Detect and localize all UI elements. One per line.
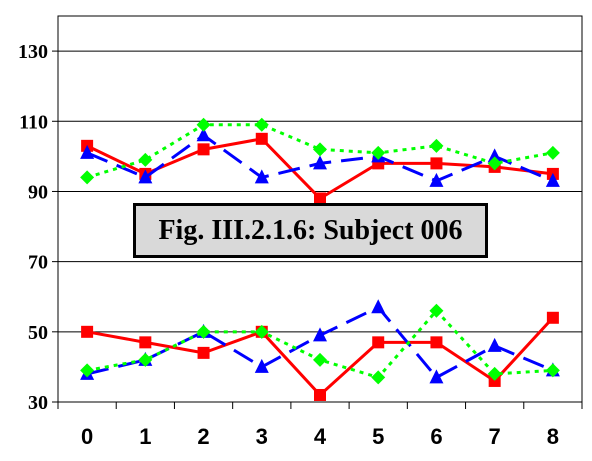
data-point-red-lower-4 (314, 388, 326, 401)
data-point-blue-upper-7 (487, 148, 502, 163)
data-point-blue-lower-4 (313, 327, 327, 342)
data-point-red-upper-4 (314, 192, 326, 205)
data-point-blue-upper-8 (545, 172, 560, 187)
data-point-green-lower-3 (254, 324, 269, 339)
data-point-red-lower-8 (546, 311, 559, 324)
series-blue-lower (80, 299, 560, 384)
data-point-blue-lower-5 (371, 299, 386, 314)
plot-frame (57, 15, 583, 403)
x-tick-label: 1 (139, 424, 151, 449)
data-point-green-upper-8 (545, 145, 560, 160)
x-tick-label: 5 (372, 424, 384, 449)
x-tick-label: 2 (197, 424, 209, 449)
data-point-red-lower-1 (139, 336, 152, 349)
x-tick-label: 7 (489, 424, 501, 449)
data-point-red-lower-2 (197, 346, 210, 359)
data-point-blue-upper-4 (313, 155, 327, 170)
x-axis-ticks: 0 1 2 3 4 5 6 7 8 (57, 402, 583, 449)
data-point-blue-upper-3 (254, 169, 269, 184)
data-point-blue-lower-7 (487, 337, 502, 352)
data-point-green-upper-1 (138, 152, 153, 167)
y-tick-label: 70 (28, 252, 48, 274)
data-point-green-lower-0 (80, 363, 95, 378)
series-green-upper (80, 117, 560, 185)
y-tick-label: 130 (18, 41, 48, 63)
data-point-green-lower-4 (313, 352, 327, 367)
data-point-blue-upper-0 (80, 144, 95, 159)
data-point-red-upper-3 (255, 132, 268, 145)
x-tick-label: 3 (256, 424, 268, 449)
data-point-green-upper-5 (371, 145, 386, 160)
x-tick-label: 6 (430, 424, 442, 449)
data-point-red-lower-7 (488, 374, 501, 387)
data-point-green-upper-0 (80, 170, 95, 185)
data-point-green-lower-5 (371, 370, 386, 385)
data-point-red-lower-6 (430, 336, 443, 349)
data-point-green-lower-7 (487, 366, 502, 381)
plot-border (57, 15, 583, 403)
data-point-green-upper-6 (429, 138, 444, 153)
data-point-red-lower-5 (372, 336, 385, 349)
data-point-green-lower-8 (545, 363, 560, 378)
data-point-green-lower-6 (429, 303, 444, 318)
x-tick-label: 0 (81, 424, 93, 449)
x-tick-label: 8 (547, 424, 559, 449)
x-tick-label: 4 (314, 424, 327, 449)
series-group (80, 117, 560, 401)
y-tick-label: 110 (19, 111, 48, 133)
data-point-green-upper-7 (487, 156, 502, 171)
series-line-green-upper (86, 123, 554, 179)
data-point-blue-lower-6 (429, 369, 444, 384)
data-point-green-lower-1 (138, 352, 153, 367)
y-tick-label: 30 (28, 392, 48, 414)
data-point-red-lower-0 (81, 325, 94, 338)
data-point-red-upper-2 (197, 143, 210, 156)
data-point-blue-upper-6 (429, 172, 444, 187)
series-line-blue-lower (86, 305, 554, 379)
data-point-blue-upper-2 (196, 127, 211, 142)
data-point-green-upper-2 (196, 117, 211, 132)
y-tick-label: 50 (28, 322, 48, 344)
data-point-blue-lower-3 (254, 358, 269, 373)
y-axis-ticks: 30 50 70 90 110 130 (18, 41, 58, 414)
data-point-green-upper-4 (313, 142, 327, 157)
chart-annotation-box: Fig. III.2.1.6: Subject 006 (133, 203, 488, 258)
series-green-lower (80, 303, 560, 385)
data-point-blue-upper-1 (138, 169, 153, 184)
data-point-green-upper-3 (254, 117, 269, 132)
y-tick-label: 90 (28, 181, 48, 203)
data-point-red-upper-6 (430, 157, 443, 170)
series-blue-upper (80, 127, 560, 187)
data-point-green-lower-2 (196, 324, 211, 339)
